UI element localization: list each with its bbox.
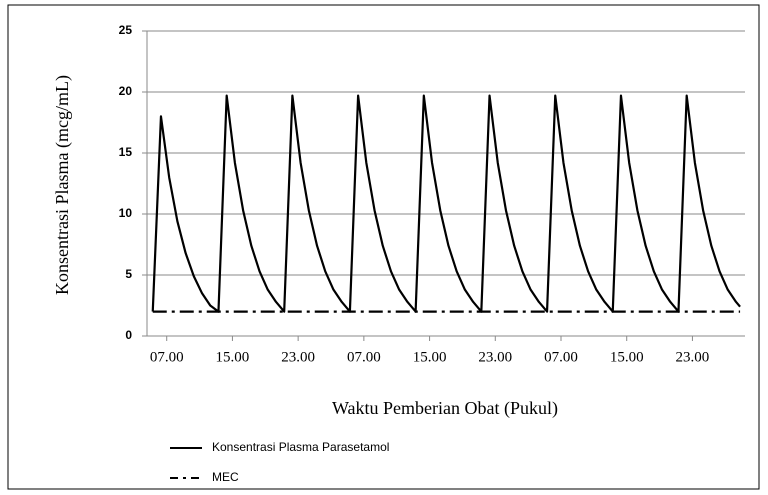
y-axis-label: Konsentrasi Plasma (mcg/mL) bbox=[52, 75, 73, 295]
legend-label: Konsentrasi Plasma Parasetamol bbox=[212, 440, 389, 454]
y-tick-label: 0 bbox=[125, 328, 132, 342]
x-tick-label: 15.00 bbox=[413, 349, 447, 365]
y-tick-label: 10 bbox=[119, 206, 133, 220]
x-tick-label: 07.00 bbox=[347, 349, 381, 365]
x-tick-label: 07.00 bbox=[150, 349, 184, 365]
x-tick-label: 15.00 bbox=[610, 349, 644, 365]
series-line bbox=[151, 94, 741, 313]
x-tick-label: 15.00 bbox=[216, 349, 250, 365]
x-axis-label: Waktu Pemberian Obat (Pukul) bbox=[332, 398, 558, 419]
legend-label: MEC bbox=[212, 470, 239, 484]
y-tick-label: 25 bbox=[119, 23, 133, 37]
y-tick-label: 5 bbox=[125, 267, 132, 281]
x-tick-label: 23.00 bbox=[478, 349, 512, 365]
x-tick-label: 23.00 bbox=[676, 349, 710, 365]
x-tick-label: 23.00 bbox=[281, 349, 315, 365]
y-tick-label: 15 bbox=[119, 145, 133, 159]
x-tick-label: 07.00 bbox=[544, 349, 578, 365]
y-tick-label: 20 bbox=[119, 84, 133, 98]
